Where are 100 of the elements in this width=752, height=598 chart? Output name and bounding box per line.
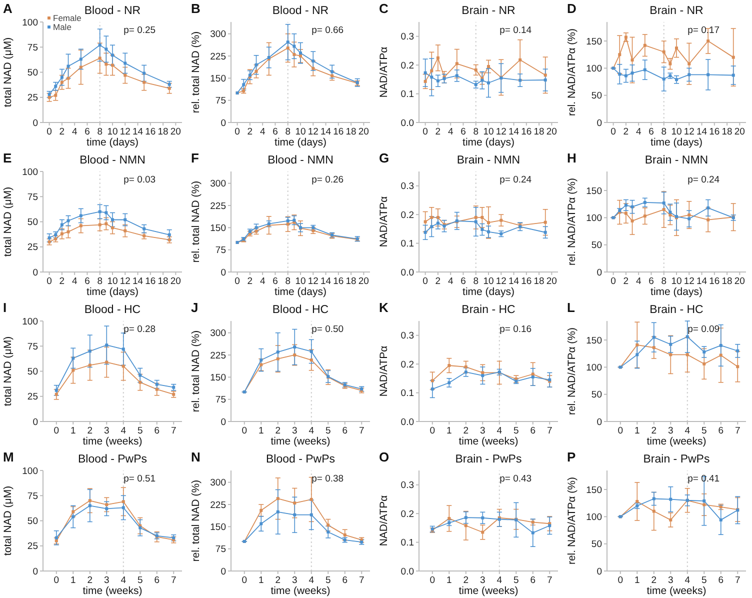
x-tick-label: 10 <box>295 276 306 287</box>
x-tick-label: 6 <box>84 276 90 287</box>
y-tick-label: 0 <box>220 118 226 129</box>
y-tick-label: 75 <box>215 394 226 406</box>
x-tick-label: 3 <box>668 426 674 436</box>
y-tick-label: 0.1 <box>400 238 414 250</box>
x-tick-label: 0 <box>234 126 240 138</box>
x-tick-label: 4 <box>260 126 266 138</box>
x-tick-label: 2 <box>87 575 93 586</box>
x-tick-label: 1 <box>258 426 264 436</box>
x-axis-title: time (days) <box>650 286 702 298</box>
x-tick-label: 16 <box>333 126 344 138</box>
y-tick-label: 0.3 <box>400 32 414 43</box>
text: I <box>3 300 7 315</box>
x-tick-label: 8 <box>285 126 291 138</box>
chart-title: Blood - PwPs <box>266 454 336 466</box>
x-tick-label: 10 <box>107 126 118 138</box>
y-tick-label: 150 <box>210 73 226 84</box>
x-axis-title: time (weeks) <box>458 585 518 597</box>
y-tick-label: 75 <box>27 490 38 502</box>
x-tick-label: 2 <box>463 575 469 586</box>
y-tick-label: 225 <box>210 51 226 62</box>
x-tick-label: 8 <box>285 276 291 287</box>
y-tick-label: 25 <box>27 242 38 254</box>
x-tick-label: 5 <box>513 426 519 436</box>
y-axis-title: NAD/ATPα <box>378 196 390 248</box>
x-tick-label: 2 <box>247 126 253 138</box>
x-tick-label: 5 <box>701 426 707 436</box>
x-tick-label: 2 <box>59 276 65 287</box>
x-tick-label: 14 <box>132 126 144 138</box>
x-tick-label: 16 <box>521 126 532 138</box>
y-tick-label: 0.3 <box>400 330 414 342</box>
text: N <box>191 450 200 464</box>
y-tick-label: 150 <box>210 372 226 384</box>
y-tick-label: 75 <box>27 192 38 203</box>
annotation: p= 0.09 <box>688 324 720 335</box>
x-axis-title: time (weeks) <box>458 436 518 448</box>
chart-title: Brain - HC <box>650 304 704 316</box>
y-tick-label: 50 <box>591 390 602 401</box>
y-tick-label: 150 <box>210 222 226 234</box>
x-tick-label: 20 <box>170 126 181 138</box>
y-axis-title: rel. total NAD (%) <box>190 330 202 412</box>
x-tick-label: 18 <box>534 276 544 287</box>
x-tick-label: 8 <box>661 276 667 287</box>
chart-title: Brain - PwPs <box>643 454 710 466</box>
x-tick-label: 4 <box>72 126 78 138</box>
x-axis-title: time (weeks) <box>270 585 330 597</box>
annotation: p= 0.24 <box>688 174 720 186</box>
annotation: p= 0.50 <box>312 324 344 335</box>
annotation: p= 0.51 <box>124 474 156 484</box>
text: E <box>3 150 12 166</box>
y-tick-label: 225 <box>210 200 226 212</box>
x-tick-label: 5 <box>325 426 331 436</box>
x-tick-label: 6 <box>460 126 466 138</box>
chart-title: Blood - PwPs <box>78 454 148 466</box>
y-tick-label: 300 <box>210 328 226 340</box>
x-tick-label: 14 <box>696 276 708 287</box>
y-tick-label: 0 <box>596 118 602 129</box>
y-tick-label: 25 <box>27 92 38 104</box>
x-tick-label: 0 <box>618 575 624 586</box>
x-axis-title: time (weeks) <box>82 585 142 597</box>
x-tick-label: 4 <box>496 575 502 586</box>
x-tick-label: 4 <box>448 276 454 287</box>
x-tick-label: 12 <box>684 126 694 138</box>
x-tick-label: 7 <box>170 426 176 436</box>
text: H <box>567 150 576 166</box>
annotation: p= 0.24 <box>500 174 532 186</box>
x-tick-label: 0 <box>234 276 240 287</box>
y-tick-label: 75 <box>215 96 226 107</box>
x-tick-label: 0 <box>430 426 436 436</box>
y-tick-label: 0 <box>32 566 38 578</box>
x-tick-label: 20 <box>358 126 369 138</box>
y-tick-label: 0.3 <box>400 181 414 192</box>
y-tick-label: 50 <box>27 217 38 228</box>
y-tick-label: 0.0 <box>400 566 414 578</box>
y-tick-label: 25 <box>27 392 38 403</box>
y-tick-label: 150 <box>586 186 602 197</box>
y-axis-title: NAD/ATPα <box>378 46 390 98</box>
x-tick-label: 10 <box>483 276 494 287</box>
text: F <box>191 150 199 166</box>
x-tick-label: 3 <box>104 426 110 436</box>
x-tick-label: 6 <box>648 126 654 138</box>
y-axis-title: NAD/ATPα <box>378 495 390 546</box>
x-tick-label: 12 <box>120 126 130 138</box>
x-tick-label: 7 <box>546 575 552 586</box>
text: L <box>567 300 575 315</box>
y-tick-label: 75 <box>27 42 38 54</box>
x-tick-label: 4 <box>72 276 78 287</box>
x-tick-label: 0 <box>422 276 428 287</box>
x-tick-label: 2 <box>651 575 657 586</box>
x-tick-label: 6 <box>530 575 536 586</box>
y-axis-title: total NAD (μM) <box>2 486 14 556</box>
y-tick-label: 50 <box>591 240 602 252</box>
chart-title: Blood - NR <box>272 5 329 17</box>
y-tick-label: 100 <box>22 166 38 178</box>
x-axis-title: time (weeks) <box>646 585 706 597</box>
y-tick-label: 50 <box>27 366 38 378</box>
x-tick-label: 0 <box>46 276 52 287</box>
x-tick-label: 2 <box>275 426 281 436</box>
x-tick-label: 6 <box>530 426 536 436</box>
